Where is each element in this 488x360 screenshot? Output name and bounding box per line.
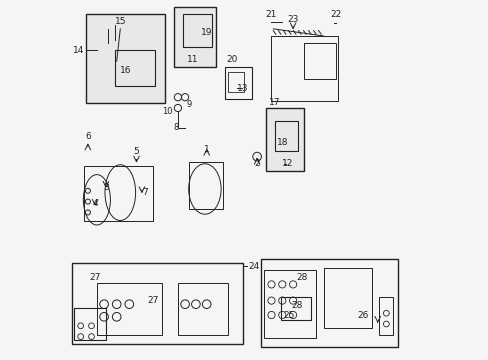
Bar <box>280 297 310 320</box>
Bar <box>264 270 316 338</box>
Text: 7: 7 <box>142 188 148 197</box>
Bar <box>174 7 215 67</box>
Text: 23: 23 <box>287 15 298 24</box>
Text: 27: 27 <box>89 273 101 282</box>
Text: 17: 17 <box>269 98 280 107</box>
Bar <box>275 121 298 151</box>
Text: 19: 19 <box>201 28 212 37</box>
Text: 3: 3 <box>103 183 108 192</box>
Bar <box>260 259 397 347</box>
Bar <box>72 263 242 344</box>
Bar <box>73 308 106 340</box>
Text: 10: 10 <box>162 107 172 116</box>
Bar <box>323 268 371 328</box>
Text: 2: 2 <box>254 159 260 168</box>
Bar <box>271 36 337 101</box>
Text: 12: 12 <box>282 159 293 168</box>
Text: 9: 9 <box>186 100 191 109</box>
Text: 25: 25 <box>283 310 295 320</box>
Bar <box>379 297 392 335</box>
Bar <box>224 67 251 99</box>
Bar <box>86 14 165 103</box>
Bar <box>84 166 152 221</box>
Text: 14: 14 <box>73 46 84 55</box>
Text: 28: 28 <box>290 302 302 310</box>
Text: 28: 28 <box>296 273 307 282</box>
Text: 8: 8 <box>173 123 179 132</box>
Bar <box>97 283 162 335</box>
Text: 21: 21 <box>265 10 277 19</box>
Text: 22: 22 <box>330 10 341 19</box>
Bar <box>303 43 336 79</box>
Text: 15: 15 <box>114 17 126 26</box>
Text: 4: 4 <box>92 199 98 208</box>
Text: 26: 26 <box>357 310 368 320</box>
Bar <box>115 50 154 86</box>
Text: 13: 13 <box>237 84 248 93</box>
Text: 6: 6 <box>85 132 91 141</box>
Text: 24: 24 <box>247 262 259 271</box>
Text: 27: 27 <box>147 296 158 305</box>
Bar <box>188 162 223 209</box>
Text: 16: 16 <box>120 66 131 75</box>
Bar <box>178 283 228 335</box>
Bar <box>228 72 244 92</box>
Text: 20: 20 <box>226 55 237 64</box>
Text: 1: 1 <box>203 145 209 154</box>
Bar <box>183 14 212 47</box>
Text: 5: 5 <box>133 147 139 156</box>
Text: 11: 11 <box>186 55 198 64</box>
Bar <box>265 108 303 171</box>
Text: 18: 18 <box>276 138 287 147</box>
